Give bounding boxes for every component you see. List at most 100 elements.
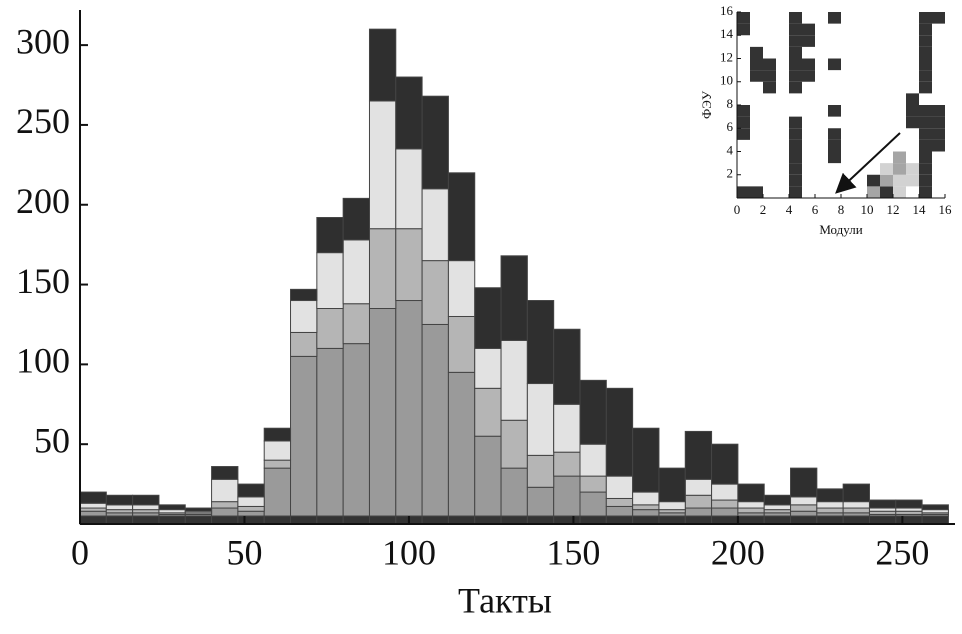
bar-segment bbox=[816, 501, 844, 509]
bar-segment bbox=[447, 260, 476, 317]
heat-cell bbox=[789, 116, 802, 129]
bar-segment bbox=[421, 323, 449, 517]
bar-segment bbox=[526, 454, 555, 488]
bar-segment bbox=[763, 504, 792, 511]
bar-segment bbox=[605, 387, 634, 477]
bar-segment bbox=[211, 515, 239, 525]
x-tick-label: 100 bbox=[382, 532, 436, 572]
heat-cell bbox=[789, 23, 802, 36]
x-axis-label: Такты bbox=[458, 580, 552, 620]
bar-segment bbox=[237, 510, 265, 517]
x-tick-label: 250 bbox=[875, 532, 929, 572]
inset-x-tick-label: 2 bbox=[760, 202, 767, 217]
bar-segment bbox=[211, 507, 239, 517]
bar-segment bbox=[263, 427, 292, 442]
bar-segment bbox=[684, 515, 713, 525]
heat-cell bbox=[906, 116, 919, 129]
x-tick-label: 0 bbox=[71, 532, 89, 572]
bar-segment bbox=[500, 419, 528, 469]
bar-segment bbox=[211, 466, 239, 480]
bar-segment bbox=[447, 515, 476, 525]
bar-segment bbox=[79, 502, 107, 509]
bar-segment bbox=[342, 239, 370, 305]
bar-segment bbox=[79, 515, 107, 525]
bar-segment bbox=[553, 328, 581, 405]
heat-cell bbox=[789, 151, 802, 164]
bar-segment bbox=[342, 343, 370, 517]
bar-segment bbox=[605, 515, 634, 525]
bar-segment bbox=[290, 331, 318, 357]
bar-segment bbox=[684, 430, 713, 480]
inset-y-tick-label: 10 bbox=[720, 73, 733, 88]
bar-segment bbox=[658, 467, 686, 503]
heat-cell bbox=[789, 70, 802, 82]
bar-segment bbox=[737, 501, 765, 509]
bar-segment bbox=[816, 515, 844, 525]
bar-segment bbox=[474, 347, 502, 389]
bar-segment bbox=[553, 515, 581, 525]
bar-segment bbox=[842, 483, 870, 503]
bar-segment bbox=[658, 501, 686, 511]
bar-segment bbox=[421, 515, 449, 525]
heat-cell bbox=[750, 46, 763, 59]
heat-cell bbox=[932, 128, 945, 140]
bar-segment bbox=[184, 515, 213, 525]
bar-segment bbox=[132, 494, 160, 506]
bar-segment bbox=[790, 510, 818, 517]
bar-segment bbox=[579, 443, 607, 477]
x-tick-label: 50 bbox=[226, 532, 262, 572]
bar-segment bbox=[368, 515, 397, 525]
bar-segment bbox=[500, 339, 528, 421]
inset-x-tick-label: 10 bbox=[861, 202, 874, 217]
inset-x-tick-label: 0 bbox=[734, 202, 741, 217]
bar-segment bbox=[737, 507, 765, 514]
heat-cell bbox=[737, 105, 750, 117]
heat-cell bbox=[919, 81, 932, 94]
bar-segment bbox=[237, 505, 265, 512]
heat-cell bbox=[906, 163, 919, 175]
heat-cell bbox=[932, 116, 945, 129]
heat-cell bbox=[763, 81, 776, 94]
heat-cell bbox=[789, 12, 802, 24]
heat-cell bbox=[828, 58, 841, 71]
bar-segment bbox=[447, 371, 476, 517]
heat-cell bbox=[802, 70, 815, 82]
bar-segment bbox=[368, 100, 397, 230]
bar-segment bbox=[816, 488, 844, 503]
inset-x-tick-label: 4 bbox=[786, 202, 793, 217]
bar-segment bbox=[158, 504, 186, 511]
bar-segment bbox=[895, 499, 923, 509]
bar-segment bbox=[526, 515, 555, 525]
heat-cell bbox=[802, 35, 815, 47]
heat-cell bbox=[919, 128, 932, 140]
heat-cell bbox=[828, 139, 841, 152]
bar-segment bbox=[447, 315, 476, 373]
bar-segment bbox=[553, 403, 581, 453]
y-tick-label: 300 bbox=[16, 21, 70, 61]
heat-cell bbox=[802, 58, 815, 71]
bar-segment bbox=[684, 507, 713, 517]
bar-segment bbox=[237, 483, 265, 498]
heat-cell bbox=[789, 139, 802, 152]
heat-cell bbox=[880, 174, 893, 187]
y-tick-label: 150 bbox=[16, 261, 70, 301]
bar-segment bbox=[105, 515, 134, 525]
bar-segment bbox=[342, 515, 370, 525]
inset-y-label: ФЭУ bbox=[699, 90, 714, 119]
heat-cell bbox=[828, 105, 841, 117]
heat-cell bbox=[789, 174, 802, 187]
inset-y-tick-label: 16 bbox=[720, 3, 734, 18]
heat-cell bbox=[789, 163, 802, 175]
bar-segment bbox=[237, 496, 265, 507]
heat-cell bbox=[919, 12, 932, 24]
bar-segment bbox=[605, 505, 634, 517]
bar-segment bbox=[395, 148, 423, 230]
bar-segment bbox=[79, 510, 107, 517]
heat-cell bbox=[789, 46, 802, 59]
bar-segment bbox=[526, 383, 555, 456]
bar-segment bbox=[290, 355, 318, 517]
bar-segment bbox=[500, 515, 528, 525]
heat-cell bbox=[802, 23, 815, 36]
heat-cell bbox=[880, 186, 893, 198]
